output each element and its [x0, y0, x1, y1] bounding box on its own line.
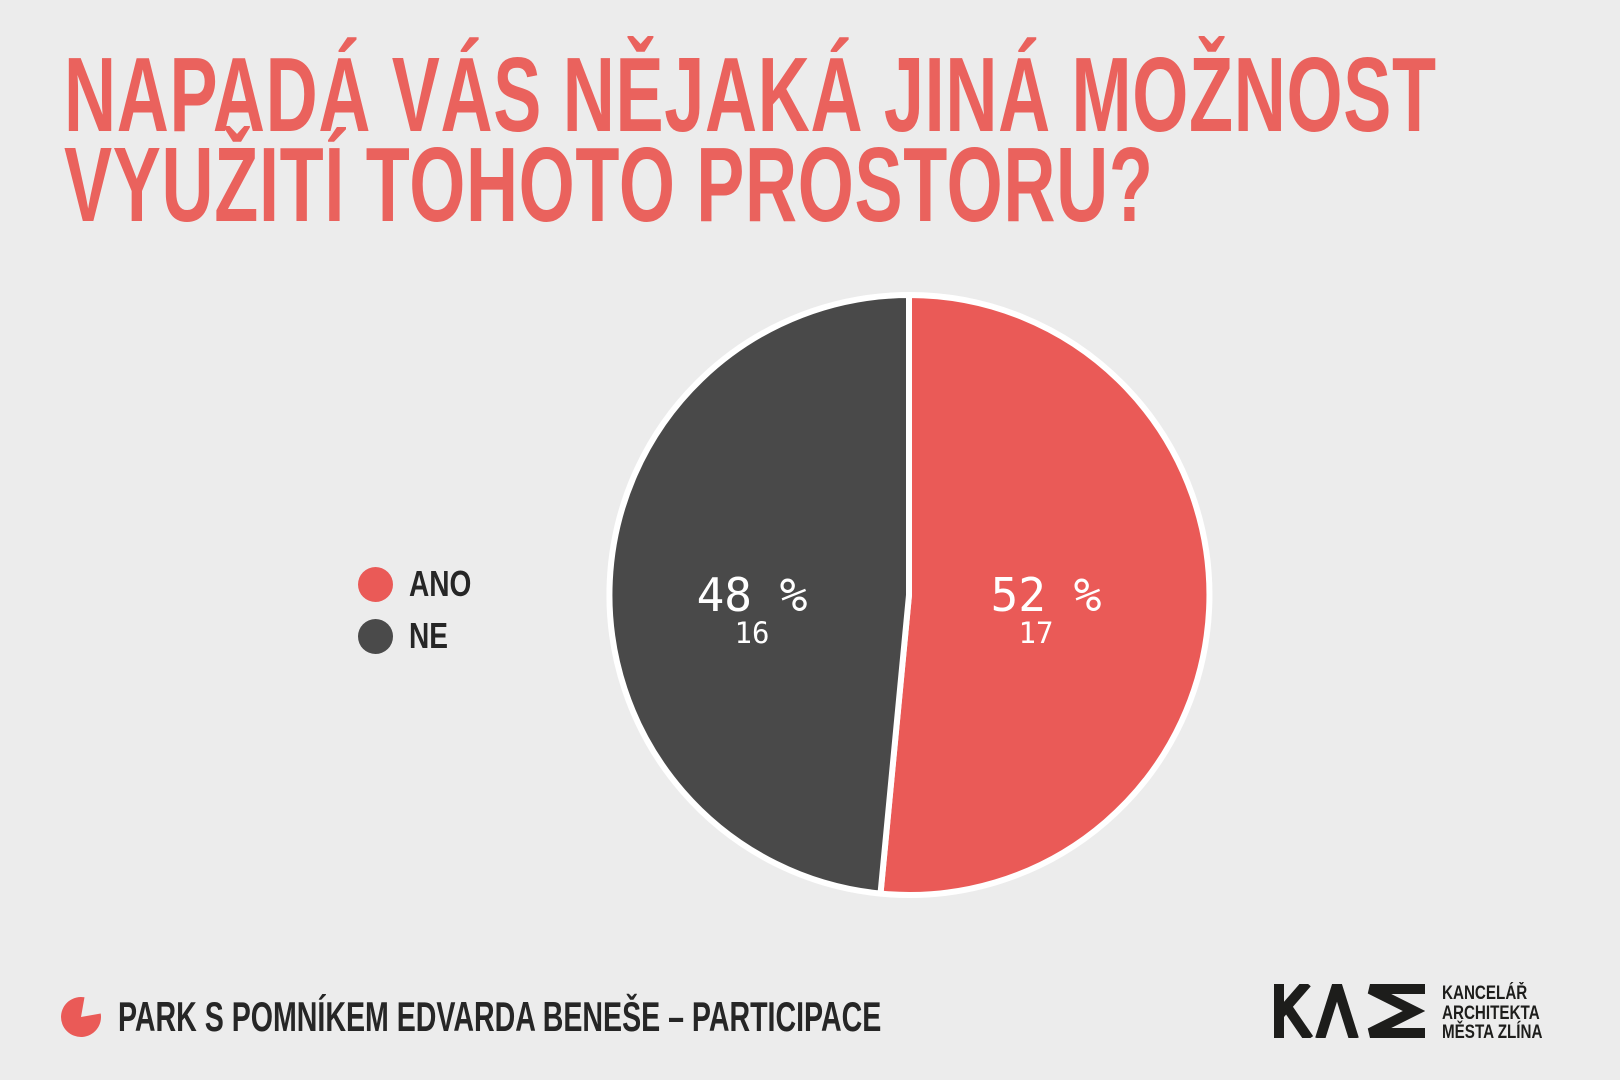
- pie-slice-ano: [877, 292, 1213, 898]
- slice-count-label-ne: 16: [735, 616, 770, 650]
- kam-logo-text-line1: KANCELÁŘ: [1442, 983, 1528, 1004]
- pie-chart: 48 % 16 52 % 17: [606, 292, 1213, 898]
- page-title: NAPADÁ VÁS NĚJAKÁ JINÁ MOŽNOST VYUŽITÍ T…: [64, 36, 1437, 244]
- page-title-line1: NAPADÁ VÁS NĚJAKÁ JINÁ MOŽNOST: [64, 36, 1437, 154]
- kam-logo-glyphs: [1274, 984, 1426, 1038]
- pie-slice-ne: [606, 292, 912, 897]
- kam-logo: KANCELÁŘ ARCHITEKTA MĚSTA ZLÍNA: [1273, 984, 1568, 1043]
- kam-logo-mark: [1274, 984, 1426, 1038]
- pie-chart-icon: [61, 996, 102, 1037]
- slice-count-label-ano: 17: [1019, 616, 1054, 650]
- footer: PARK S POMNÍKEM EDVARDA BENEŠE – PARTICI…: [60, 993, 1240, 1041]
- footer-caption: PARK S POMNÍKEM EDVARDA BENEŠE – PARTICI…: [118, 993, 882, 1040]
- slice-percent-label-ano: 52 %: [991, 568, 1102, 622]
- legend-color-dot-ne: [358, 618, 393, 654]
- page-title-line2: VYUŽITÍ TOHOTO PROSTORU?: [64, 126, 1154, 244]
- legend-item-ne: NE: [358, 615, 489, 656]
- legend-color-dot-ano: [358, 566, 393, 602]
- kam-logo-text-line2: ARCHITEKTA: [1442, 1002, 1541, 1024]
- kam-logo-text-line3: MĚSTA ZLÍNA: [1442, 1022, 1543, 1043]
- pie-chart-icon-shape: [61, 996, 102, 1037]
- chart-legend: ANO NE: [358, 563, 489, 670]
- legend-label-ne: NE: [409, 615, 449, 656]
- legend-item-ano: ANO: [358, 563, 489, 604]
- kam-logo-text: KANCELÁŘ ARCHITEKTA MĚSTA ZLÍNA: [1442, 984, 1542, 1043]
- slice-percent-label-ne: 48 %: [697, 568, 808, 622]
- legend-label-ano: ANO: [409, 563, 472, 604]
